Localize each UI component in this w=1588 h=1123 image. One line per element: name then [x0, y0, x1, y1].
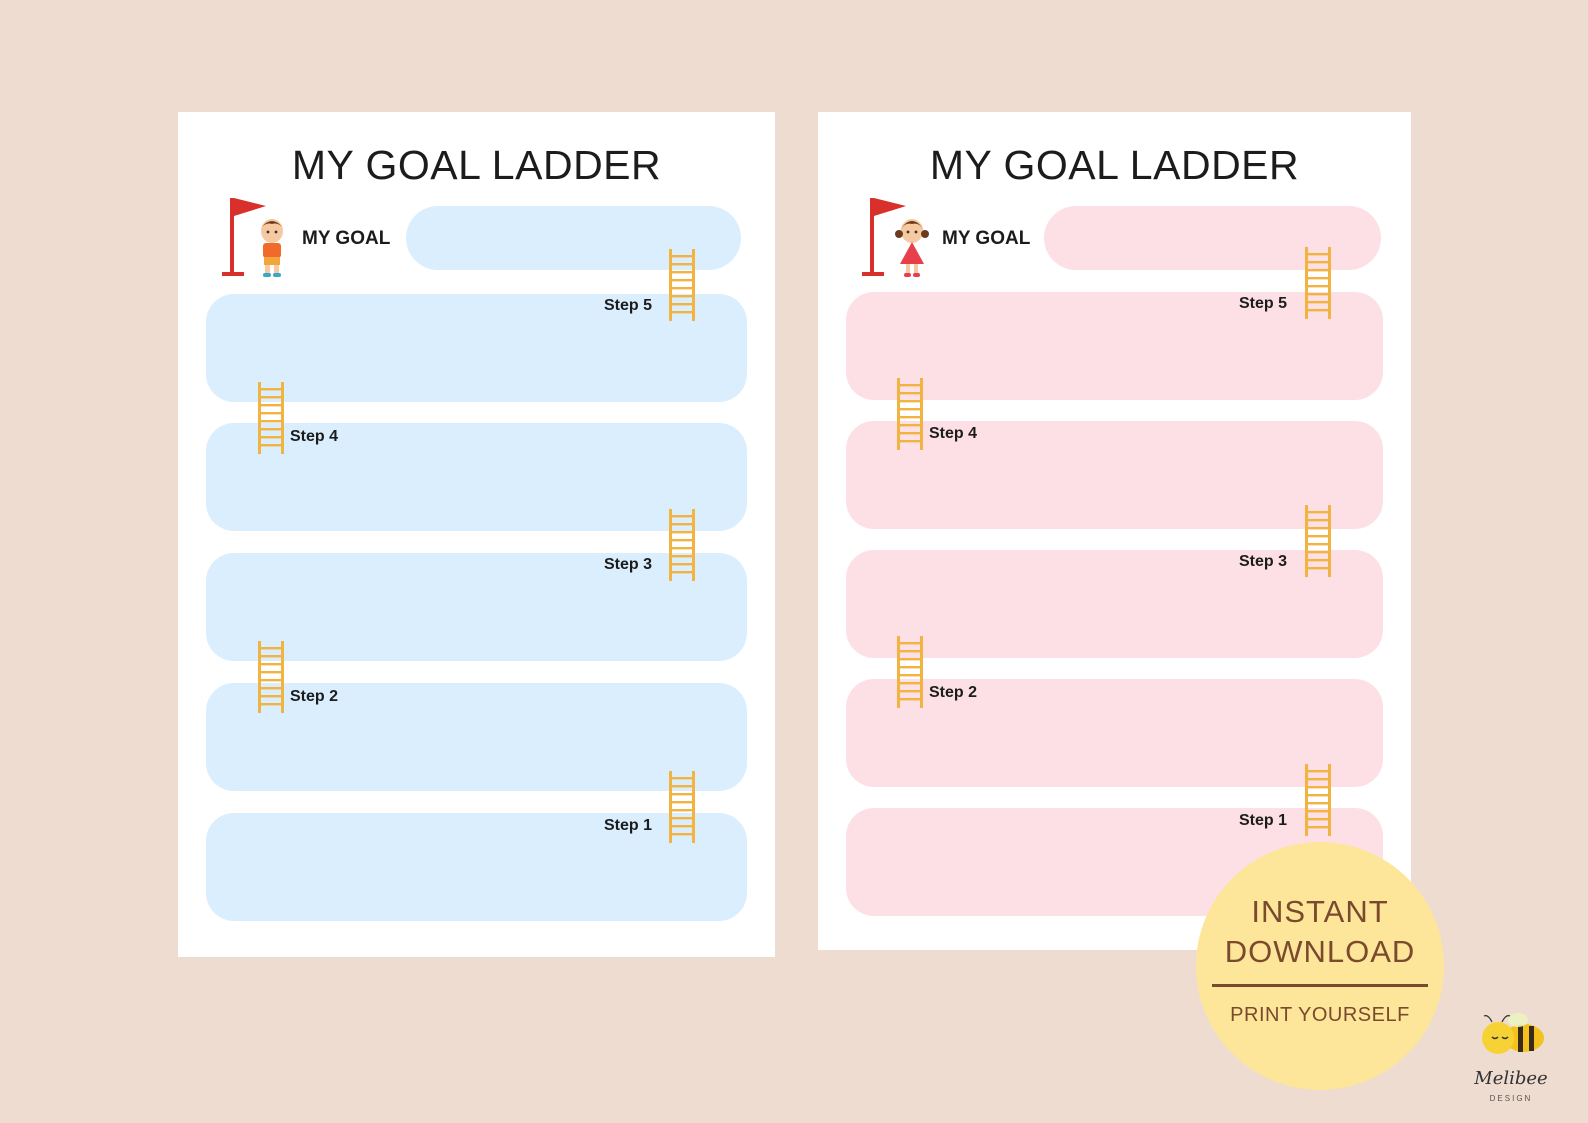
step-1-box[interactable] [206, 813, 747, 921]
brand-subtitle: DESIGN [1489, 1094, 1533, 1103]
step-4-box[interactable] [846, 421, 1383, 529]
ladder-icon [256, 641, 286, 713]
step-3-box[interactable] [206, 553, 747, 661]
step-5-label: Step 5 [604, 297, 653, 314]
ladder-icon [895, 378, 925, 450]
flag-icon [862, 198, 906, 276]
goal-input-box[interactable] [406, 206, 741, 270]
goal-input-box[interactable] [1044, 206, 1381, 270]
step-4-label: Step 4 [290, 428, 339, 445]
step-1-label: Step 1 [604, 817, 653, 834]
ladder-icon [895, 636, 925, 708]
my-goal-label: MY GOAL [942, 228, 1031, 249]
ladder-icon [256, 382, 286, 454]
instant-download-badge: INSTANT DOWNLOAD PRINT YOURSELF [1196, 842, 1444, 1090]
badge-line-download: DOWNLOAD [1224, 934, 1416, 969]
step-2-box[interactable] [206, 683, 747, 791]
step-3-label: Step 3 [1239, 553, 1288, 570]
step-4-box[interactable] [206, 423, 747, 531]
brand-logo: Melibee DESIGN [1466, 1008, 1556, 1108]
ladder-icon [667, 509, 697, 581]
sheet-title: MY GOAL LADDER [929, 142, 1300, 188]
ladder-icon [667, 771, 697, 843]
step-2-label: Step 2 [929, 684, 978, 701]
badge-subtitle: PRINT YOURSELF [1230, 1004, 1410, 1026]
boy-icon [261, 219, 283, 277]
badge-line-instant: INSTANT [1251, 894, 1389, 929]
goal-ladder-sheet-blue: MY GOAL LADDER MY GOAL Step 5 Step 4 Ste… [178, 112, 775, 957]
bee-icon [1482, 1013, 1544, 1054]
ladder-icon [667, 249, 697, 321]
flag-icon [222, 198, 266, 276]
step-2-label: Step 2 [290, 688, 339, 705]
step-4-label: Step 4 [929, 425, 978, 442]
step-3-label: Step 3 [604, 556, 653, 573]
ladder-icon [1303, 764, 1333, 836]
ladder-icon [1303, 247, 1333, 319]
step-1-label: Step 1 [1239, 812, 1288, 829]
step-3-box[interactable] [846, 550, 1383, 658]
sheet-title: MY GOAL LADDER [291, 142, 662, 188]
step-5-box[interactable] [206, 294, 747, 402]
step-5-box[interactable] [846, 292, 1383, 400]
ladder-icon [1303, 505, 1333, 577]
badge-divider [1212, 984, 1428, 987]
brand-name: Melibee [1474, 1068, 1548, 1089]
girl-icon [895, 219, 929, 277]
goal-ladder-sheet-pink: MY GOAL LADDER MY GOAL Step 5 Step 4 Ste… [818, 112, 1411, 950]
step-2-box[interactable] [846, 679, 1383, 787]
step-5-label: Step 5 [1239, 295, 1288, 312]
my-goal-label: MY GOAL [302, 228, 391, 249]
